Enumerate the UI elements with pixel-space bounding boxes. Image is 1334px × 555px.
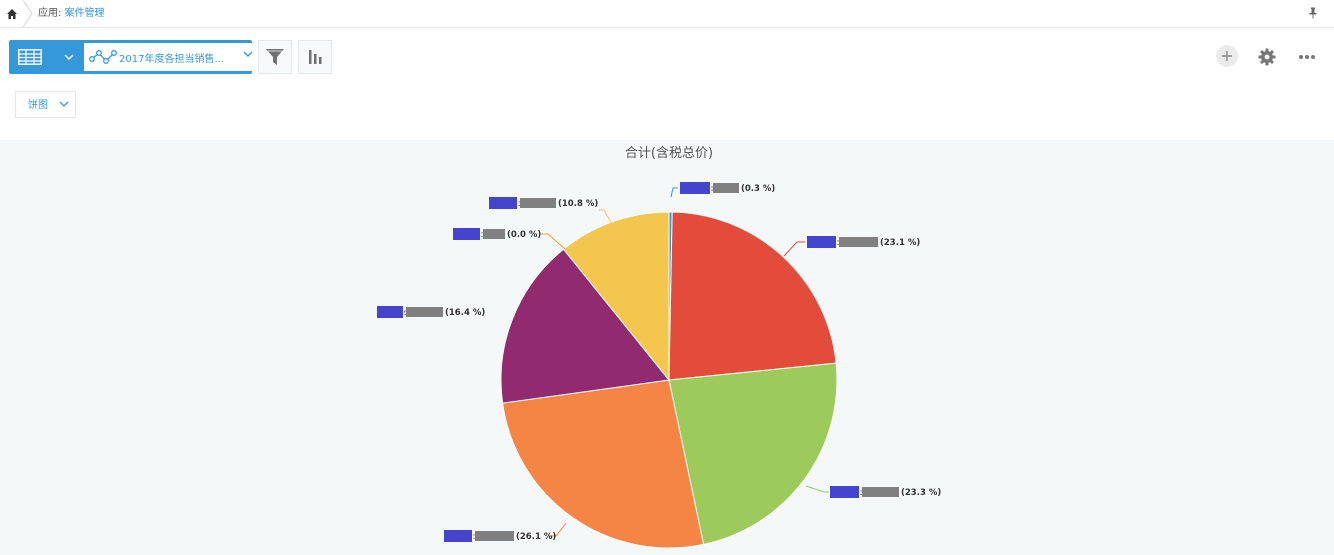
slice-percent-label: (0.0 %) xyxy=(507,230,541,240)
view-selector: 2017年度各担当销售... xyxy=(9,40,259,74)
label-colon: : xyxy=(518,199,521,209)
label-connector xyxy=(670,187,678,198)
label-colon: : xyxy=(860,488,863,498)
view-dropdown-caret[interactable] xyxy=(58,40,80,74)
slice-percent-label: (26.1 %) xyxy=(516,532,556,542)
redacted-value xyxy=(475,531,514,541)
slice-percent-label: (23.3 %) xyxy=(901,488,941,498)
redacted-category xyxy=(444,530,472,542)
label-colon: : xyxy=(711,184,714,194)
slice-label: : (0.3 %) xyxy=(680,182,775,194)
filter-button[interactable] xyxy=(258,40,292,74)
redacted-category xyxy=(489,197,517,209)
slice-label: : (23.3 %) xyxy=(830,486,941,498)
breadcrumb-prefix: 应用: xyxy=(38,8,65,19)
label-connector xyxy=(599,209,613,225)
chart-type-select[interactable]: 饼图 xyxy=(15,91,76,118)
redacted-value xyxy=(406,307,443,317)
plus-icon xyxy=(1222,51,1232,61)
redacted-category xyxy=(680,182,710,194)
pie-slice[interactable] xyxy=(668,211,837,381)
pie-slice[interactable] xyxy=(668,362,838,545)
redacted-value xyxy=(483,229,505,239)
add-button[interactable] xyxy=(1216,45,1238,67)
slice-label: : (0.0 %) xyxy=(453,228,541,240)
pie-slice[interactable] xyxy=(562,211,670,382)
label-colon: : xyxy=(481,230,484,240)
slice-label: : (26.1 %) xyxy=(444,530,556,542)
redacted-value xyxy=(520,198,556,208)
pie-slice[interactable] xyxy=(500,248,670,404)
gear-icon xyxy=(1258,48,1276,66)
pie-slices xyxy=(500,211,838,549)
slice-percent-label: (16.4 %) xyxy=(445,308,485,318)
pie-slice[interactable] xyxy=(502,379,705,549)
slice-label: : (23.1 %) xyxy=(807,236,920,248)
chart-title: 合计(含税总价) xyxy=(625,145,713,161)
chart-area: 合计(含税总价) : (0.3 %): (23.1 %): (23.3 %): (26.… xyxy=(0,140,1334,555)
table-view-button[interactable] xyxy=(9,40,51,74)
redacted-value xyxy=(862,487,899,497)
pin-icon[interactable] xyxy=(1304,4,1322,22)
label-colon: : xyxy=(404,308,407,318)
slice-percent-label: (0.3 %) xyxy=(741,184,775,194)
chevron-down-icon xyxy=(243,51,253,57)
slice-percent-label: (23.1 %) xyxy=(880,238,920,248)
chart-type-label: 饼图 xyxy=(28,100,48,111)
label-connector xyxy=(549,522,567,537)
home-icon[interactable] xyxy=(0,0,24,27)
redacted-value xyxy=(839,237,878,247)
line-graph-icon xyxy=(87,43,119,71)
pie-chart: 合计(含税总价) : (0.3 %): (23.1 %): (23.3 %): (26.… xyxy=(377,145,941,549)
graph-name: 2017年度各担当销售... xyxy=(119,53,224,65)
more-options-button[interactable] xyxy=(1296,46,1318,68)
slice-label: : (16.4 %) xyxy=(377,306,485,318)
graph-select[interactable]: 2017年度各担当销售... xyxy=(84,43,259,71)
slice-percent-label: (10.8 %) xyxy=(558,199,598,209)
redacted-category xyxy=(453,228,480,240)
chevron-down-icon xyxy=(59,101,69,107)
slice-label: : (10.8 %) xyxy=(489,197,598,209)
redacted-value xyxy=(713,183,739,193)
filter-icon xyxy=(266,49,284,65)
label-colon: : xyxy=(473,532,476,542)
breadcrumb-separator xyxy=(22,0,33,27)
breadcrumb-app-link[interactable]: 案件管理 xyxy=(64,8,105,19)
bar-chart-icon xyxy=(309,50,322,64)
chart-settings-button[interactable] xyxy=(298,40,332,74)
breadcrumb-bar: 应用: 案件管理 xyxy=(0,0,1334,28)
redacted-category xyxy=(807,236,836,248)
label-connector xyxy=(783,241,805,257)
breadcrumb: 应用: 案件管理 xyxy=(38,0,105,27)
redacted-category xyxy=(377,306,403,318)
label-connector xyxy=(805,485,829,493)
redacted-category xyxy=(830,486,859,498)
more-icon xyxy=(1299,55,1315,59)
table-view-icon xyxy=(18,49,42,65)
label-connector xyxy=(541,233,566,250)
label-colon: : xyxy=(837,238,840,248)
chevron-down-icon xyxy=(64,54,74,60)
pie-labels: : (0.3 %): (23.1 %): (23.3 %): (26.1 %): (16.… xyxy=(377,182,941,542)
settings-button[interactable] xyxy=(1256,46,1278,68)
